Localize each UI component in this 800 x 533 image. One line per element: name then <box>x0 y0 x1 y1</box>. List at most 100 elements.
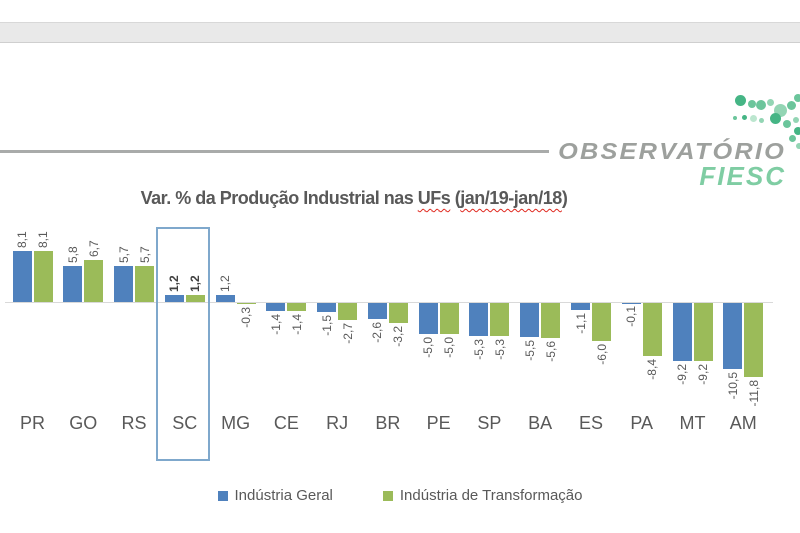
logo-rule-line <box>0 150 549 153</box>
value-label-transformacao-BR: -3,2 <box>391 325 406 347</box>
value-label-transformacao-MT: -9,2 <box>696 363 710 385</box>
legend-swatch-icon <box>217 490 228 501</box>
bar-transformacao-RJ <box>338 302 358 320</box>
bar-geral-BA <box>520 302 540 338</box>
bar-geral-ES <box>571 302 590 310</box>
value-label-transformacao-BA: -5,6 <box>543 340 558 362</box>
value-label-geral-SC: 1,2 <box>167 275 182 292</box>
value-label-geral-MG: 1,2 <box>218 275 233 292</box>
logo-dot <box>733 116 737 120</box>
value-label-transformacao-SP: -5,3 <box>492 339 507 360</box>
bar-transformacao-PE <box>439 302 459 335</box>
x-axis-label-MG: MG <box>221 413 251 433</box>
logo-dot <box>734 94 746 106</box>
bar-geral-RS <box>114 266 133 303</box>
value-label-transformacao-PA: -8,4 <box>645 358 660 380</box>
value-label-geral-PR: 8,1 <box>15 231 29 249</box>
observatorio-wordmark: OBSERVATÓRIO <box>558 138 786 164</box>
x-axis-label-BR: BR <box>375 413 401 433</box>
bar-transformacao-AM <box>744 302 764 378</box>
chart-title-ufs: UFs <box>417 188 451 208</box>
bar-transformacao-ES <box>592 302 611 341</box>
chart-title-suffix: ) <box>561 188 568 208</box>
x-axis-label-CE: CE <box>273 413 299 433</box>
bar-geral-PE <box>418 302 438 335</box>
logo-dot <box>793 93 800 102</box>
x-axis-label-AM: AM <box>729 413 757 433</box>
value-label-transformacao-CE: -1,4 <box>289 314 304 336</box>
chart-title-mid: ( <box>450 188 461 208</box>
logo-dot <box>748 99 756 108</box>
bar-geral-SC <box>164 294 184 303</box>
x-axis-label-ES: ES <box>578 413 603 433</box>
value-label-geral-MT: -9,2 <box>675 363 689 385</box>
bar-geral-PA <box>621 302 641 304</box>
bar-transformacao-BA <box>541 302 561 338</box>
bar-geral-MG <box>215 294 235 303</box>
bar-geral-BR <box>367 302 387 319</box>
bar-geral-AM <box>723 302 743 369</box>
value-label-geral-SP: -5,3 <box>471 339 486 360</box>
logo-dot <box>783 119 791 128</box>
bar-geral-GO <box>63 265 83 303</box>
x-axis-label-PE: PE <box>426 413 451 433</box>
bar-transformacao-CE <box>287 302 307 312</box>
legend-item-industria-geral: Indústria Geral <box>217 487 333 504</box>
value-label-transformacao-RS: 5,7 <box>137 246 152 264</box>
fiesc-wordmark: FIESC <box>699 161 786 191</box>
x-axis-label-RJ: RJ <box>326 413 349 433</box>
value-label-geral-RS: 5,7 <box>116 246 131 264</box>
value-label-transformacao-ES: -6,0 <box>594 343 609 365</box>
x-axis-label-GO: GO <box>69 413 98 433</box>
x-axis-label-SC: SC <box>172 413 198 433</box>
logo-dot <box>769 113 781 124</box>
chart-title-prefix: Var. % da Produção Industrial nas <box>140 188 418 208</box>
bar-geral-SP <box>469 302 489 336</box>
chart-title-period: jan/19-jan/18 <box>460 188 562 208</box>
value-label-geral-CE: -1,4 <box>268 314 283 336</box>
x-axis-label-RS: RS <box>121 413 147 433</box>
chart-legend: Indústria Geral Indústria de Transformaçã… <box>0 487 800 504</box>
value-label-geral-BA: -5,5 <box>522 340 537 361</box>
value-label-transformacao-PR: 8,1 <box>36 231 50 249</box>
logo-dot <box>742 114 747 120</box>
value-label-transformacao-SC: 1,2 <box>188 275 203 292</box>
value-label-geral-BR: -2,6 <box>370 322 385 343</box>
logo-dot <box>796 143 800 149</box>
value-label-geral-ES: -1,1 <box>573 312 588 334</box>
x-axis-label-SP: SP <box>477 413 502 433</box>
logo-dot <box>759 117 764 123</box>
x-axis-label-PA: PA <box>630 413 654 433</box>
bar-transformacao-SC <box>185 294 205 303</box>
bar-transformacao-RS <box>135 266 154 303</box>
logo-dot <box>792 117 799 123</box>
logo-dot <box>767 98 774 106</box>
bar-geral-RJ <box>317 302 337 312</box>
top-divider-band <box>0 22 800 43</box>
logo-dot <box>749 115 757 122</box>
bar-transformacao-SP <box>490 302 510 336</box>
value-label-transformacao-PE: -5,0 <box>442 337 457 358</box>
logo-dot <box>788 135 796 142</box>
x-axis-label-PR: PR <box>19 413 45 433</box>
legend-label: Indústria de Transformação <box>399 487 583 504</box>
bar-geral-CE <box>266 302 286 312</box>
value-label-transformacao-GO: 6,7 <box>86 240 101 258</box>
x-axis-label-MT: MT <box>679 413 706 433</box>
bar-transformacao-BR <box>388 302 408 323</box>
legend-label: Indústria Geral <box>234 487 333 504</box>
logo-dot <box>787 100 796 110</box>
bar-transformacao-MG <box>236 302 256 305</box>
value-label-geral-GO: 5,8 <box>65 246 80 263</box>
bar-transformacao-PA <box>642 302 662 356</box>
chart-title: Var. % da Produção Industrial nas UFs (j… <box>0 186 708 210</box>
value-label-geral-PE: -5,0 <box>421 337 436 358</box>
logo-dot <box>756 100 766 110</box>
legend-item-industria-transformacao: Indústria de Transformação <box>382 487 583 504</box>
value-label-geral-RJ: -1,5 <box>319 315 334 336</box>
value-label-geral-PA: -0,1 <box>624 306 639 327</box>
logo-dot <box>793 126 800 135</box>
x-axis-label-BA: BA <box>528 413 553 433</box>
legend-swatch-icon <box>382 490 393 501</box>
